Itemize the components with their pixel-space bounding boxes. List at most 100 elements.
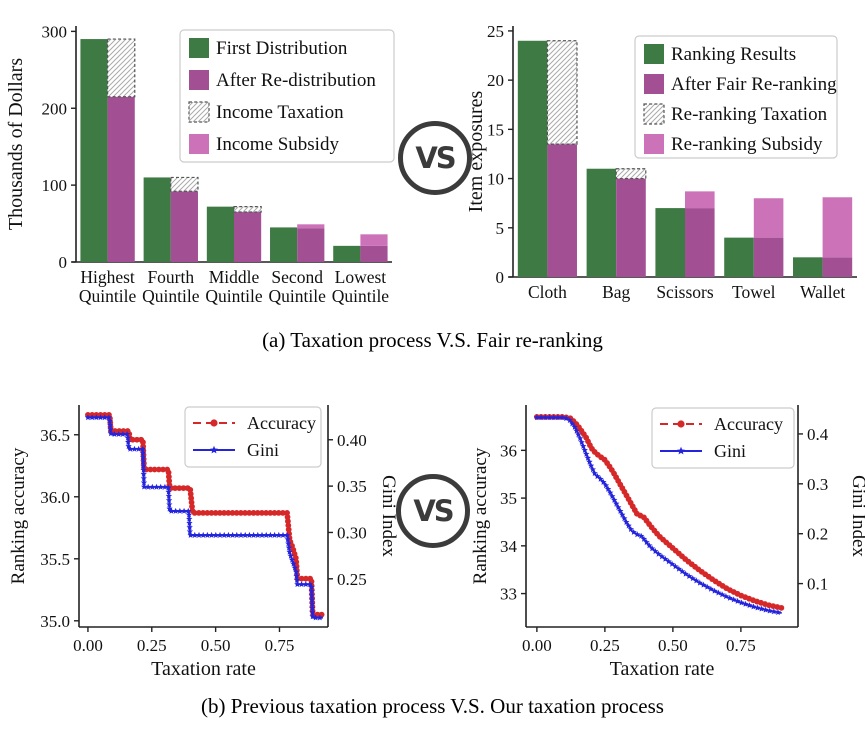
x-axis-label: Taxation rate: [610, 658, 715, 680]
category-label: Quintile: [79, 286, 137, 306]
category-label: Second: [271, 267, 323, 287]
y-tick-label: 5: [496, 219, 505, 238]
category-label: Towel: [732, 282, 776, 302]
legend-label: Income Taxation: [216, 102, 344, 123]
bar-after-re-distribution: [170, 191, 198, 262]
category-label: Middle: [209, 267, 260, 287]
bar-after-fair-re-ranking: [753, 237, 784, 277]
bar-first-distribution: [143, 177, 171, 262]
line-chart-our-taxation: 0.00 0.25 0.50 0.75 Taxation rate 33 34 35 36 0.1…: [470, 405, 865, 680]
y-tick-label: 200: [42, 99, 68, 118]
bar-re-ranking-subsidy: [685, 191, 715, 209]
bar-after-re-distribution: [297, 228, 325, 262]
bar-ranking-results: [655, 208, 685, 277]
category-label: Scissors: [656, 282, 714, 302]
legend-label: After Fair Re-ranking: [671, 74, 837, 95]
bar-income-taxation: [107, 39, 135, 97]
right-y-tick-label: 0.3: [807, 475, 828, 494]
legend-label: Re-ranking Subsidy: [671, 134, 823, 155]
caption-panel-b: (b) Previous taxation process V.S. Our t…: [201, 694, 664, 718]
legend-label: Gini: [247, 440, 279, 460]
left-y-tick-label: 35.5: [40, 550, 70, 569]
bar-ranking-results: [793, 257, 823, 277]
x-tick-label: 0.25: [137, 636, 167, 655]
right-y-tick-label: 0.40: [337, 431, 367, 450]
category-label: Quintile: [142, 286, 200, 306]
series-markers-accuracy: [533, 414, 785, 611]
legend-label: Re-ranking Taxation: [671, 104, 828, 125]
vs-label: VS: [415, 141, 456, 175]
bar-after-re-distribution: [107, 96, 135, 262]
x-tick-label: 0.75: [726, 636, 756, 655]
x-tick-label: 0.75: [265, 636, 295, 655]
legend: Accuracy Gini: [651, 407, 795, 469]
y-tick-label: 0: [59, 253, 68, 272]
right-y-tick-label: 0.4: [807, 425, 829, 444]
legend-label: Ranking Results: [671, 44, 796, 65]
y-axis-label: Thousands of Dollars: [5, 58, 27, 230]
bar-ranking-results: [724, 237, 754, 277]
category-label: Wallet: [800, 282, 845, 302]
x-tick-label: 0.00: [73, 636, 103, 655]
right-y-axis-label: Gini Index: [848, 475, 865, 557]
x-axis-label: Taxation rate: [151, 658, 256, 680]
legend-marker-star: [677, 446, 685, 455]
legend-box: [634, 35, 838, 159]
y-tick-label: 20: [487, 71, 504, 90]
bar-income-taxation: [234, 206, 262, 213]
left-y-tick-label: 34: [500, 537, 518, 556]
line-chart-previous-taxation: 0.00 0.25 0.50 0.75 Taxation rate 35.0 35.5 36.…: [8, 405, 399, 680]
x-tick-label: 0.00: [522, 636, 552, 655]
category-label: Highest: [80, 267, 135, 287]
x-tick-label: 0.50: [201, 636, 231, 655]
y-tick-label: 0: [496, 268, 505, 287]
left-y-tick-label: 36.5: [40, 426, 70, 445]
legend: First Distribution After Re-distribution I…: [179, 29, 395, 163]
left-y-axis-label: Ranking accuracy: [470, 447, 491, 584]
legend-label: First Distribution: [216, 38, 348, 59]
legend-swatch: [189, 70, 209, 90]
category-label: Fourth: [147, 267, 194, 287]
x-tick-label: 0.50: [658, 636, 688, 655]
bar-after-fair-re-ranking: [685, 208, 715, 277]
left-y-tick-label: 36: [500, 441, 517, 460]
series-markers-gini: [84, 414, 323, 621]
left-y-tick-label: 36.0: [40, 488, 70, 507]
left-y-tick-label: 35.0: [40, 612, 70, 631]
legend-swatch: [189, 38, 209, 58]
bar-re-ranking-subsidy: [822, 197, 853, 258]
bar-re-ranking-taxation: [616, 168, 646, 179]
category-label: Quintile: [205, 286, 263, 306]
bar-ranking-results: [586, 168, 617, 277]
legend-label: Accuracy: [247, 413, 316, 433]
legend: Accuracy Gini: [184, 406, 322, 468]
category-label: Quintile: [332, 286, 390, 306]
legend: Ranking Results After Fair Re-ranking Re-r…: [634, 35, 838, 159]
legend-swatch-hatch: [644, 104, 664, 124]
legend-swatch: [644, 134, 664, 154]
bar-first-distribution: [206, 206, 234, 262]
vs-badge-top: VS: [398, 121, 472, 195]
y-tick-label: 100: [42, 176, 68, 195]
bar-first-distribution: [333, 245, 361, 262]
bar-ranking-results: [517, 40, 548, 277]
caption-panel-a: (a) Taxation process V.S. Fair re-rankin…: [262, 328, 603, 352]
x-tick-label: 0.25: [590, 636, 620, 655]
plot-area: 0 5 10 15 20 25 Item exposures Cloth Bag Scissors…: [468, 22, 857, 302]
bar-income-subsidy: [297, 224, 325, 229]
bar-after-re-distribution: [234, 212, 262, 262]
y-tick-label: 300: [42, 22, 68, 41]
right-y-axis-label: Gini Index: [378, 475, 399, 557]
legend-swatch: [644, 74, 664, 94]
legend-label: Accuracy: [714, 414, 783, 434]
legend-swatch-hatch: [189, 102, 209, 122]
left-y-tick-label: 35: [500, 489, 517, 508]
vs-label: VS: [413, 494, 454, 528]
series-markers-gini: [533, 414, 782, 616]
left-y-tick-label: 33: [500, 585, 517, 604]
legend-swatch: [189, 134, 209, 154]
legend-swatch: [644, 44, 664, 64]
